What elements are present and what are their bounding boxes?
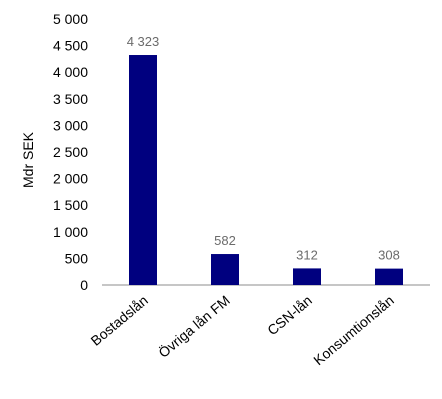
bar [129,55,157,285]
bar [293,268,321,285]
category-label: CSN-lån [264,292,315,338]
data-label: 312 [296,247,318,262]
y-axis-label: Mdr SEK [20,131,36,188]
y-tick-label: 3 000 [53,117,88,133]
data-label: 308 [378,248,400,263]
category-label: Konsumtionslån [310,292,397,368]
data-label: 4 323 [127,34,160,49]
y-axis-ticks: 0 500 1 000 1 500 2 000 2 500 3 000 3 500 4 000 4… [53,11,88,293]
bar [375,268,403,285]
y-tick-label: 3 500 [53,91,88,107]
bar [211,254,239,285]
bars [129,55,403,285]
x-axis-categories: Bostadslån Övriga lån FM CSN-lånKonsumtion… [88,291,397,368]
y-tick-label: 500 [65,250,89,266]
y-tick-label: 5 000 [53,11,88,27]
data-labels: 4 323 582 312 308 [127,34,400,263]
y-tick-label: 4 500 [53,38,88,54]
y-tick-label: 2 000 [53,171,88,187]
category-label: Övriga lån FM [155,291,233,361]
y-tick-label: 0 [80,277,88,293]
y-tick-label: 2 500 [53,144,88,160]
y-tick-label: 4 000 [53,64,88,80]
y-tick-label: 1 500 [53,197,88,213]
data-label: 582 [214,233,236,248]
y-tick-label: 1 000 [53,224,88,240]
category-label: Bostadslån [88,292,151,349]
